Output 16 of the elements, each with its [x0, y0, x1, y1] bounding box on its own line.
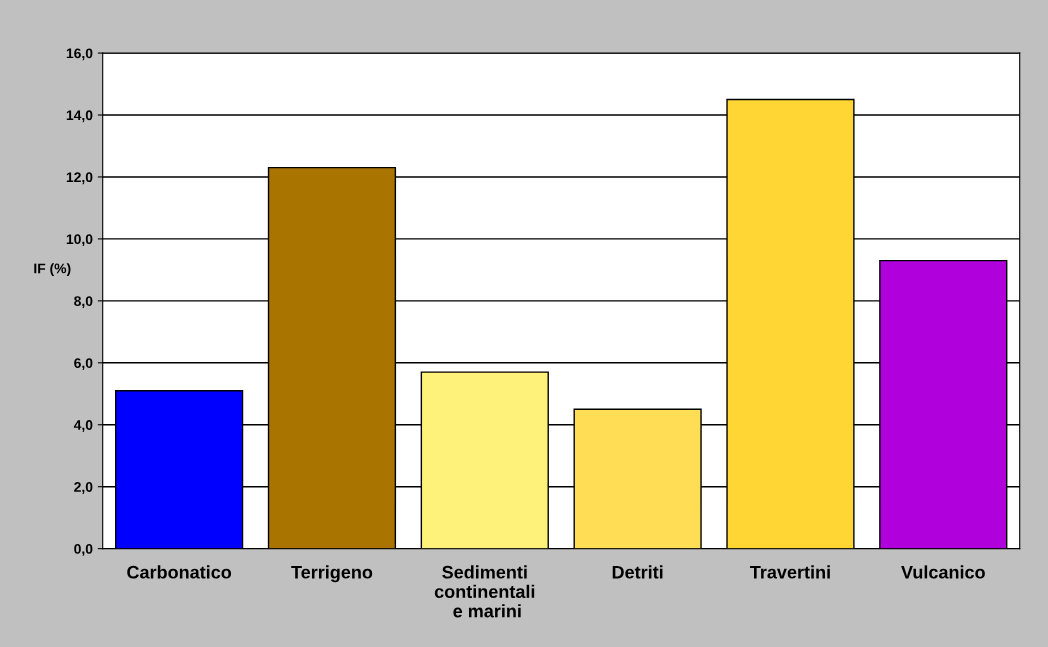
y-tick-label: 8,0: [74, 296, 93, 309]
x-tick-label: Carbonatico: [127, 565, 232, 579]
x-tick-label: Terrigeno: [291, 565, 373, 583]
y-axis-title: IF (%): [34, 263, 71, 277]
y-tick-label: 4,0: [73, 420, 93, 432]
y-tick-label: 14,0: [66, 110, 93, 123]
x-tick-label: Vulcanico: [901, 565, 985, 579]
y-tick-label: 16,0: [66, 48, 93, 61]
y-tick-label: 6,0: [74, 358, 93, 370]
x-tick-label: Detriti: [612, 565, 663, 579]
y-tick-label: 12,0: [66, 172, 93, 185]
y-tick-label: 0,0: [74, 543, 93, 556]
x-tick-label: Travertini: [750, 565, 830, 579]
x-tick-label: Sedimenti continentali e marini: [434, 565, 535, 618]
y-tick-label: 2,0: [74, 482, 93, 494]
y-tick-label: 10,0: [66, 234, 93, 247]
